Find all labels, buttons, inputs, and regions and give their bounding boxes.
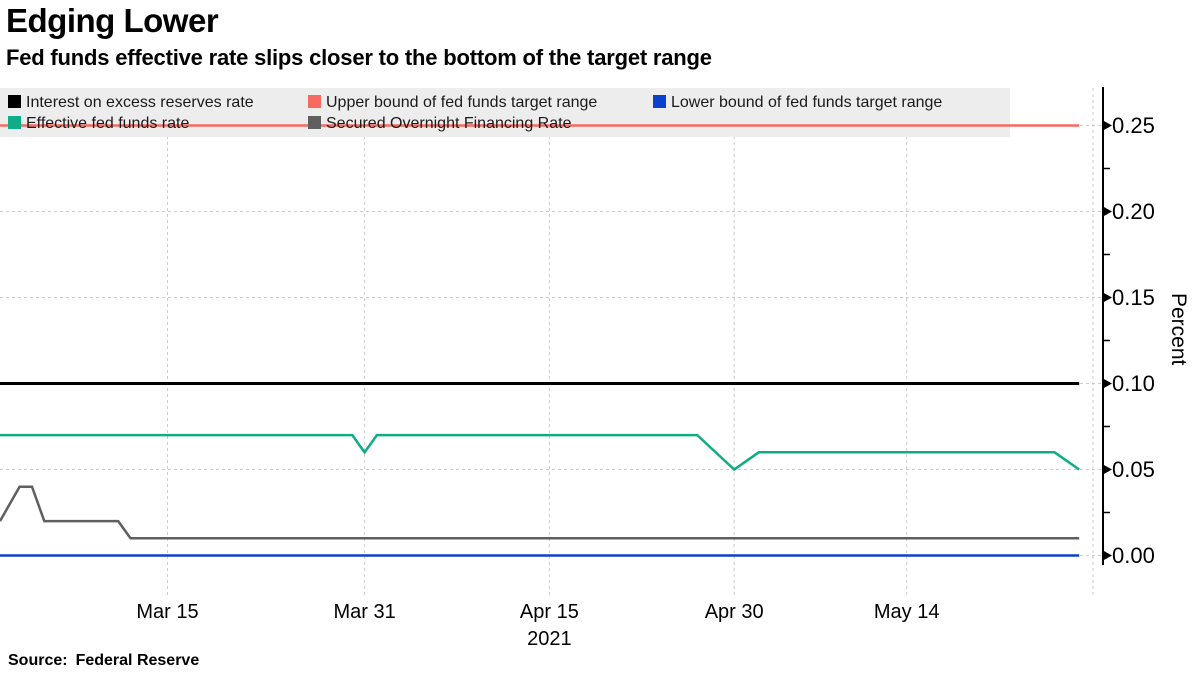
legend-swatch-blue xyxy=(653,95,666,108)
y-tick-label: 0.00 xyxy=(1112,542,1155,568)
y-tick-label: 0.15 xyxy=(1112,284,1155,310)
y-axis-title: Percent xyxy=(1167,293,1190,366)
legend-label: Lower bound of fed funds target range xyxy=(671,94,943,111)
x-tick-label: May 14 xyxy=(873,601,940,623)
legend-item-sofr: Secured Overnight Financing Rate xyxy=(308,113,653,134)
y-tick-label: 0.25 xyxy=(1112,112,1155,138)
legend-swatch-black xyxy=(8,95,21,108)
x-tick-label: Apr 15 xyxy=(519,601,579,623)
legend-item-ioer: Interest on excess reserves rate xyxy=(8,92,308,113)
source-label: Source: xyxy=(8,652,68,669)
legend-item-upper-bound: Upper bound of fed funds target range xyxy=(308,92,653,113)
x-tick-label: Mar 31 xyxy=(333,601,396,623)
legend-label: Effective fed funds rate xyxy=(26,115,190,132)
legend-label: Interest on excess reserves rate xyxy=(26,94,254,111)
legend-swatch-red xyxy=(308,95,321,108)
x-tick-label: Mar 15 xyxy=(136,601,199,623)
x-axis-year-label: 2021 xyxy=(527,628,572,650)
legend-label: Upper bound of fed funds target range xyxy=(326,94,598,111)
legend-label: Secured Overnight Financing Rate xyxy=(326,115,572,132)
chart-title: Edging Lower xyxy=(6,2,219,39)
chart-subtitle: Fed funds effective rate slips closer to… xyxy=(6,45,712,70)
source-value: Federal Reserve xyxy=(75,652,200,669)
legend-swatch-gray xyxy=(308,116,321,129)
legend-item-effr: Effective fed funds rate xyxy=(8,113,308,134)
y-tick-label: 0.20 xyxy=(1112,198,1155,224)
legend-swatch-teal xyxy=(8,116,21,129)
legend-item-lower-bound: Lower bound of fed funds target range xyxy=(653,92,1010,113)
source-line: Source: Federal Reserve xyxy=(8,652,199,670)
y-tick-label: 0.10 xyxy=(1112,370,1155,396)
legend-background xyxy=(0,88,1010,137)
legend: Interest on excess reserves rate Upper b… xyxy=(8,92,1010,134)
y-tick-label: 0.05 xyxy=(1112,456,1155,482)
x-tick-label: Apr 30 xyxy=(704,601,764,623)
